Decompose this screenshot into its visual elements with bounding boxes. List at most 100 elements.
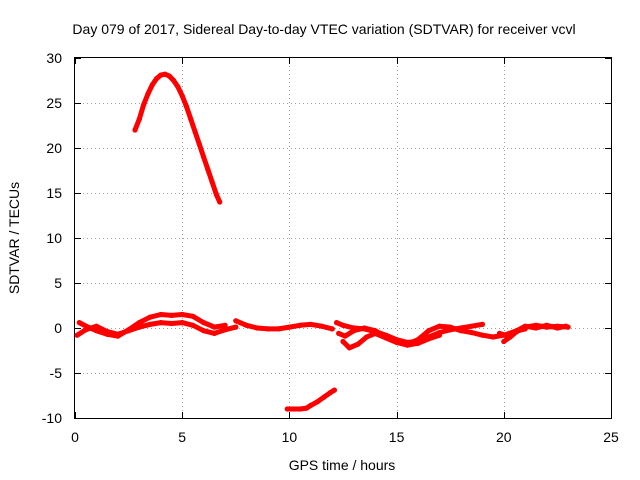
data-point <box>265 326 271 332</box>
data-point <box>179 320 185 326</box>
data-point <box>222 327 228 333</box>
data-point <box>201 328 207 334</box>
data-point <box>145 91 151 97</box>
data-point <box>158 311 164 318</box>
data-point <box>126 327 132 333</box>
data-point <box>85 324 91 330</box>
series-arc-1 <box>74 320 239 338</box>
y-tick-label: 5 <box>54 275 62 291</box>
y-tick-label: 20 <box>46 140 62 156</box>
data-point <box>404 342 410 348</box>
data-point <box>496 330 503 336</box>
chart-title: Day 079 of 2017, Sidereal Day-to-day VTE… <box>72 21 575 37</box>
data-point <box>168 320 175 327</box>
data-point <box>501 338 507 345</box>
data-point <box>554 325 561 331</box>
data-point <box>327 390 333 396</box>
data-point <box>179 93 185 99</box>
data-point <box>115 333 121 339</box>
data-point <box>211 330 217 336</box>
data-point <box>147 314 153 320</box>
y-tick-label: 0 <box>54 320 62 336</box>
data-point <box>351 328 357 334</box>
data-point <box>340 338 346 345</box>
data-point <box>304 405 310 411</box>
data-point <box>149 82 155 88</box>
data-point <box>213 192 220 198</box>
data-point <box>166 73 172 79</box>
data-point <box>479 332 485 338</box>
x-tick-label: 0 <box>71 429 79 445</box>
data-point <box>340 322 346 328</box>
x-axis-label: GPS time / hours <box>289 457 396 473</box>
data-point <box>331 387 337 393</box>
data-point <box>179 311 185 318</box>
data-point <box>334 320 340 326</box>
y-tick-label: 15 <box>46 185 62 201</box>
data-point <box>447 324 453 330</box>
data-point <box>158 320 164 326</box>
data-point <box>211 324 217 330</box>
data-point <box>147 321 153 327</box>
x-tick-label: 10 <box>282 429 298 445</box>
data-point <box>284 406 290 412</box>
x-tick-label: 15 <box>389 429 405 445</box>
data-point <box>469 323 475 329</box>
data-point <box>243 322 250 328</box>
data-point <box>175 84 181 90</box>
data-point <box>183 104 190 110</box>
data-point <box>361 325 367 331</box>
data-point <box>190 322 196 328</box>
data-point <box>162 71 168 77</box>
y-tick-label: 25 <box>46 95 62 111</box>
data-point <box>522 323 528 329</box>
data-point <box>196 141 202 147</box>
data-point <box>426 336 432 342</box>
data-point <box>217 199 223 205</box>
data-point <box>136 116 142 122</box>
data-point <box>415 340 421 346</box>
data-point <box>505 333 511 339</box>
y-tick-label: 30 <box>46 50 62 66</box>
data-point <box>329 326 335 332</box>
data-point <box>319 323 325 329</box>
data-point <box>336 330 342 336</box>
data-point <box>436 332 443 338</box>
data-point <box>469 329 475 336</box>
data-point <box>222 322 228 328</box>
data-point <box>297 406 303 412</box>
data-point <box>136 320 142 326</box>
data-point <box>188 116 194 122</box>
data-point <box>346 345 352 351</box>
data-point <box>132 127 138 133</box>
data-point <box>291 406 297 412</box>
data-point <box>426 328 432 334</box>
data-point <box>297 322 303 328</box>
data-point <box>74 332 80 338</box>
y-tick-label: -10 <box>42 410 62 426</box>
series-arc-4 <box>233 318 335 332</box>
data-point <box>479 321 485 327</box>
data-point <box>76 320 82 326</box>
data-point <box>308 402 314 408</box>
plot-frame <box>74 57 612 419</box>
data-point <box>544 322 550 328</box>
data-point <box>514 328 520 334</box>
grid-lines <box>75 58 611 418</box>
data-point <box>171 77 177 84</box>
data-point <box>158 72 164 78</box>
data-point <box>93 328 99 334</box>
data-point <box>104 331 110 337</box>
data-point <box>153 76 160 82</box>
data-point <box>141 102 147 108</box>
x-tick-label: 5 <box>178 429 186 445</box>
data-point <box>201 154 207 160</box>
data-point <box>201 320 207 326</box>
y-tick-label: -5 <box>50 365 63 381</box>
data-point <box>308 321 314 327</box>
data-point <box>563 323 569 329</box>
x-tick-label: 25 <box>603 429 619 445</box>
y-axis-label: SDTVAR / TECUs <box>6 182 22 294</box>
data-point <box>394 339 400 345</box>
